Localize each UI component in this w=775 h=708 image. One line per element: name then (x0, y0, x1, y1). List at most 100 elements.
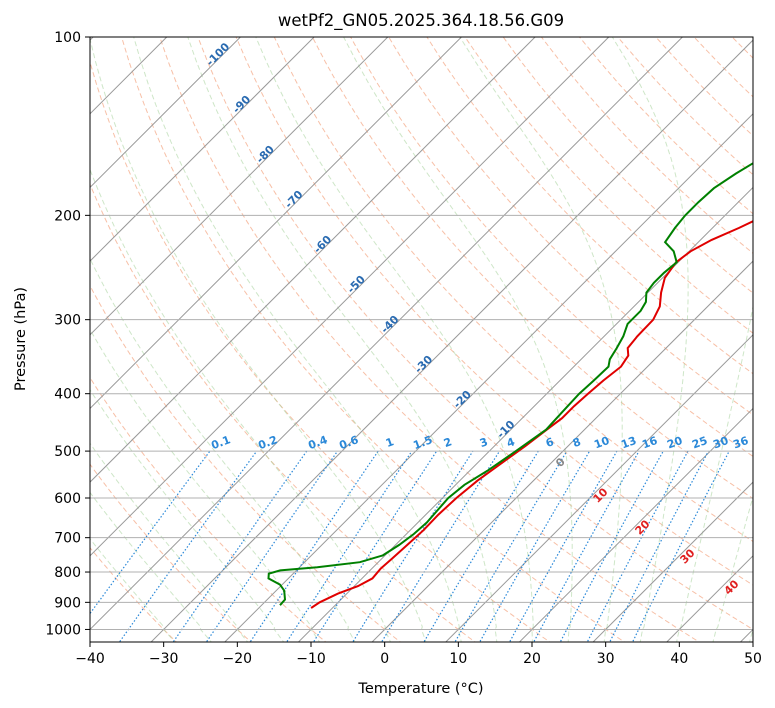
mixing-ratio-line (380, 450, 501, 642)
moist-adiabat (90, 491, 212, 642)
y-tick-label: 1000 (45, 622, 81, 638)
x-tick-label: −20 (223, 651, 253, 667)
profile-line (310, 220, 753, 609)
isotherm (666, 555, 753, 642)
x-tick-label: 10 (449, 651, 467, 667)
moist-adiabat (255, 37, 534, 642)
dry-adiabat (90, 463, 252, 642)
isotherm (90, 37, 242, 189)
chart-title: wetPf2_GN05.2025.364.18.56.G09 (278, 11, 564, 31)
isotherm-label: -70 (282, 188, 305, 211)
mixing-ratio-label: 36 (731, 434, 750, 452)
moist-adiabat (90, 257, 356, 642)
isotherm (150, 39, 753, 642)
mixing-ratio-label: 10 (592, 434, 611, 452)
isotherm (518, 407, 753, 642)
isobar-grid (90, 36, 753, 630)
isotherm (90, 37, 463, 410)
y-tick-label: 200 (54, 208, 81, 224)
moist-adiabat (90, 388, 285, 642)
isotherm (297, 186, 753, 642)
profile-series (267, 162, 753, 609)
isotherm (90, 37, 315, 262)
y-tick-label: 100 (54, 30, 81, 46)
moist-adiabat (90, 538, 176, 642)
dry-adiabat (426, 37, 753, 375)
y-axis-label: Pressure (hPa) (13, 287, 29, 391)
dry-adiabat (464, 37, 753, 334)
isotherm-label: -30 (412, 353, 435, 376)
x-tick-label: 40 (670, 651, 688, 667)
mixing-ratio-label: 13 (619, 434, 638, 451)
mixing-ratio-line (586, 450, 689, 642)
moist-adiabat (343, 37, 573, 642)
isotherm (739, 628, 753, 642)
x-tick-label: −30 (149, 651, 179, 667)
moist-adiabat (712, 495, 753, 642)
dry-adiabat (90, 60, 551, 642)
profile-line (267, 162, 753, 606)
mixing-ratio-line (205, 450, 338, 642)
y-tick-label: 700 (54, 531, 81, 547)
mixing-ratio-label: 2 (442, 435, 454, 450)
isotherm-label: -20 (451, 388, 474, 411)
moist-adiabat (90, 37, 427, 642)
x-tick-label: −40 (75, 651, 105, 667)
x-axis: −40 −30 −20 −10 0 10 20 30 40 50 (75, 642, 762, 667)
mixing-ratio-label: 16 (640, 434, 659, 452)
x-axis-label: Temperature (°C) (357, 681, 483, 697)
mixing-ratio-label: 20 (665, 434, 684, 452)
mixing-ratio-line (559, 450, 664, 642)
mixing-ratio-line (423, 450, 539, 642)
mixing-ratio-label: 8 (571, 435, 583, 450)
dry-adiabat (90, 376, 327, 642)
mixing-ratio-line (479, 450, 591, 642)
mixing-ratio-line (352, 450, 474, 642)
moist-adiabat (187, 37, 498, 642)
moist-adiabat (90, 442, 249, 642)
background-lines (90, 37, 775, 644)
line-labels: -100-90-80-70-60-50-40-30-20-100.1 0.2 0.4… (204, 40, 751, 598)
moist-adiabat-label: 20 (633, 517, 653, 537)
isotherm (90, 37, 610, 557)
mixing-ratio-label: 25 (690, 434, 709, 451)
x-tick-label: 50 (744, 651, 762, 667)
moist-adiabat (611, 37, 689, 642)
moist-adiabat (676, 304, 753, 642)
y-tick-label: 400 (54, 387, 81, 403)
mixing-ratio-line (118, 450, 258, 642)
mixing-ratio-label: 4 (505, 435, 517, 450)
moist-adiabat-label: 10 (591, 485, 611, 505)
y-axis: 100 200 300 400 500 600 700 800 900 1000 (45, 30, 90, 638)
moist-adiabat-label: 40 (722, 577, 742, 597)
moist-adiabat-label: 30 (678, 546, 698, 566)
x-tick-label: 0 (380, 651, 389, 667)
dry-adiabat (770, 37, 775, 644)
mixing-ratio-label: 0.2 (256, 433, 279, 452)
y-tick-label: 900 (54, 595, 81, 611)
moist-adiabat (90, 168, 392, 642)
moist-adiabat (90, 328, 321, 642)
dry-adiabat (90, 182, 476, 642)
mixing-ratio-label: 0.4 (306, 433, 329, 452)
x-tick-label: 30 (597, 651, 615, 667)
dry-adiabat (311, 37, 753, 500)
mixing-ratio-line (454, 450, 568, 642)
isotherm-label: -100 (204, 40, 233, 69)
plot-frame (89, 36, 754, 643)
isotherm-label: -80 (254, 143, 277, 166)
isotherm (90, 37, 684, 631)
y-tick-label: 300 (54, 313, 81, 329)
dry-adiabat (693, 37, 753, 98)
isotherm-label: -50 (345, 273, 368, 296)
dry-adiabat (121, 37, 626, 642)
y-tick-label: 800 (54, 565, 81, 581)
isotherm (592, 481, 753, 642)
isotherm-label: -60 (311, 233, 334, 256)
isotherm (371, 260, 753, 642)
mixing-ratio-line (249, 450, 379, 642)
moist-adiabat (133, 37, 462, 642)
isotherm-label: -90 (230, 93, 253, 116)
mixing-ratio-line (609, 450, 710, 642)
